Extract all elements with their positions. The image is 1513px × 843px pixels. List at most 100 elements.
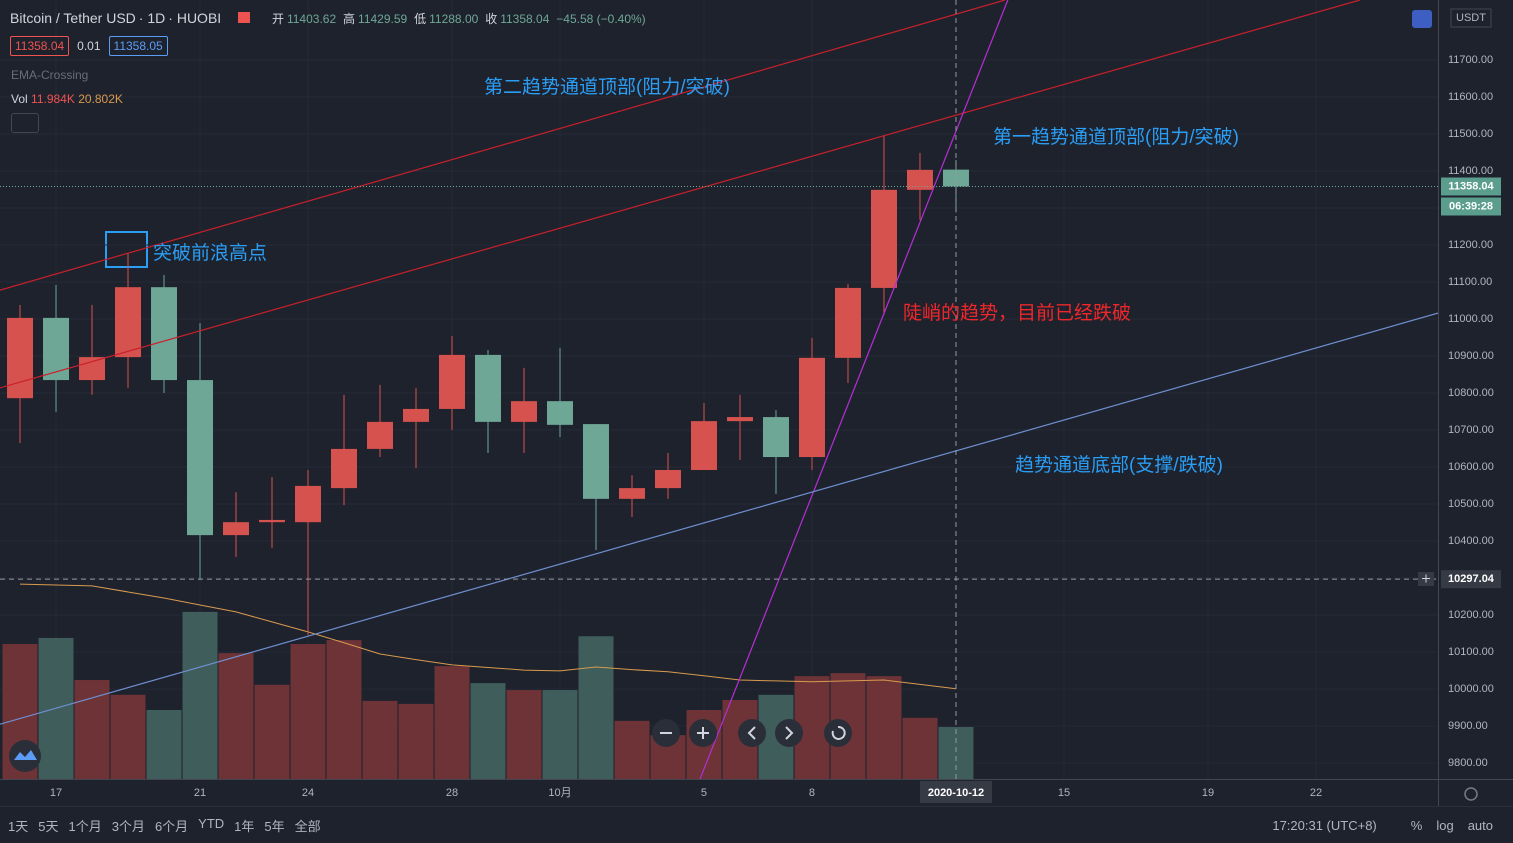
ohlc-value: 11288.00 bbox=[429, 12, 479, 26]
scale-option[interactable]: auto bbox=[1467, 818, 1493, 833]
x-tick-label: 2020-10-12 bbox=[928, 787, 984, 799]
indicator-name: EMA-Crossing bbox=[11, 68, 89, 82]
quote: 11358.04 0.01 11358.05 bbox=[10, 36, 168, 56]
range-button[interactable]: YTD bbox=[198, 816, 225, 831]
annotation: 陡峭的趋势，目前已经跌破 bbox=[903, 303, 1132, 324]
nav-buttons[interactable] bbox=[652, 719, 852, 747]
x-tick-label: 17 bbox=[50, 787, 62, 799]
y-tick-label: 10700.00 bbox=[1448, 424, 1494, 436]
volume-bar bbox=[254, 684, 290, 779]
range-button[interactable]: 1年 bbox=[234, 819, 255, 834]
candle-body bbox=[582, 424, 609, 499]
range-button[interactable]: 5天 bbox=[38, 819, 59, 834]
y-tick-label: 9900.00 bbox=[1448, 720, 1488, 732]
volume-bar bbox=[146, 709, 182, 779]
scroll-right[interactable] bbox=[775, 719, 803, 747]
y-tick-label: 11400.00 bbox=[1448, 165, 1493, 177]
ranges: 1天 5天 1个月 3个月 6个月 YTD 1年 5年 全部 bbox=[8, 816, 321, 835]
y-tick-label: 10900.00 bbox=[1448, 350, 1494, 362]
annotation: 突破前浪高点 bbox=[153, 243, 268, 264]
x-tick-label: 5 bbox=[701, 787, 707, 799]
volume-label: Vol bbox=[11, 92, 28, 106]
price-tag-label: 11358.04 bbox=[1448, 180, 1494, 192]
volume-bar bbox=[362, 700, 398, 779]
logo[interactable] bbox=[9, 740, 41, 772]
volume-bar bbox=[74, 680, 110, 779]
legend: Bitcoin / Tether USD · 1D · HUOBI 开 11403.6… bbox=[10, 10, 646, 26]
ohlc-value: 11403.62 bbox=[286, 12, 337, 26]
y-tick-label: 11500.00 bbox=[1448, 128, 1493, 140]
candle-body bbox=[618, 488, 645, 499]
x-tick-label: 19 bbox=[1202, 787, 1214, 799]
scale-option[interactable]: log bbox=[1436, 818, 1454, 833]
candle-body bbox=[367, 421, 394, 449]
volume-bar bbox=[398, 703, 434, 779]
x-tick-label: 22 bbox=[1310, 787, 1322, 799]
change: −45.58 (−0.40%) bbox=[556, 12, 646, 26]
bid[interactable]: 11358.04 bbox=[10, 36, 70, 56]
crosshair-label: 10297.04 bbox=[1448, 573, 1495, 585]
options: % log auto bbox=[1411, 818, 1493, 833]
x-tick-label: 28 bbox=[446, 787, 458, 799]
volume-bar bbox=[578, 636, 614, 779]
candle-body bbox=[906, 169, 933, 190]
range-button[interactable]: 5年 bbox=[264, 819, 285, 834]
candle-body bbox=[546, 401, 573, 425]
candle-body bbox=[187, 380, 214, 536]
logo-icon bbox=[14, 750, 37, 760]
volume-bar bbox=[938, 726, 974, 779]
range-button[interactable]: 1个月 bbox=[68, 819, 102, 834]
candle-body bbox=[510, 401, 537, 422]
countdown-tag bbox=[1441, 197, 1501, 216]
collapse-button[interactable] bbox=[11, 113, 39, 133]
countdown: 06:39:28 bbox=[1449, 200, 1493, 212]
crosshair-tag bbox=[1441, 570, 1501, 589]
x-tick-label: 24 bbox=[302, 787, 314, 799]
candle-body bbox=[79, 357, 106, 381]
volume-bar bbox=[506, 690, 542, 779]
interval: 1D bbox=[147, 10, 166, 26]
candle-body bbox=[223, 522, 250, 536]
settings[interactable] bbox=[1464, 787, 1478, 801]
candle-body bbox=[151, 287, 178, 381]
reset[interactable] bbox=[824, 719, 852, 747]
indicator: EMA-Crossing bbox=[11, 68, 88, 82]
range-button[interactable]: 6个月 bbox=[154, 819, 189, 834]
currency-box bbox=[1450, 8, 1492, 28]
candle-body bbox=[834, 287, 861, 358]
volume-bar bbox=[110, 694, 146, 779]
range-button[interactable]: 1天 bbox=[8, 819, 29, 834]
clock: 17:20:31 (UTC+8) bbox=[1272, 818, 1377, 833]
candle-body bbox=[259, 519, 286, 523]
volume-bar bbox=[902, 717, 938, 779]
range-button[interactable]: 全部 bbox=[294, 819, 321, 834]
volume-bar bbox=[326, 640, 362, 779]
volume-bar bbox=[290, 644, 326, 779]
trendline bbox=[0, 0, 1006, 291]
y-tick-label: 10000.00 bbox=[1448, 683, 1494, 695]
candle-body bbox=[295, 485, 322, 523]
volume-bar bbox=[182, 611, 218, 779]
candle-body bbox=[331, 448, 358, 489]
highlight-box bbox=[105, 231, 148, 268]
candle-body bbox=[7, 317, 34, 399]
y-tick-label: 10200.00 bbox=[1448, 609, 1494, 621]
y-tick-label: 10600.00 bbox=[1448, 461, 1494, 473]
compare-button[interactable] bbox=[1412, 10, 1432, 28]
candle-body bbox=[942, 169, 969, 187]
scroll-left[interactable] bbox=[738, 719, 766, 747]
candle-body bbox=[402, 408, 429, 422]
y-tick-label: 9800.00 bbox=[1448, 757, 1488, 769]
range-button[interactable]: 3个月 bbox=[111, 819, 145, 834]
exchange: HUOBI bbox=[176, 10, 222, 26]
ask[interactable]: 11358.05 bbox=[108, 36, 168, 56]
annotation: 第一趋势通道顶部(阻力/突破) bbox=[993, 127, 1239, 148]
flag[interactable] bbox=[238, 12, 251, 23]
scale-option[interactable]: % bbox=[1410, 818, 1423, 833]
bottom-toolbar: 1天 5天 1个月 3个月 6个月 YTD 1年 5年 全部 17:20:31 (UTC+8) … bbox=[0, 806, 1513, 843]
ohlc-label: 开 bbox=[271, 12, 284, 26]
volume-bar bbox=[218, 653, 254, 779]
y-tick-label: 10500.00 bbox=[1448, 498, 1494, 510]
volume-legend: Vol 11.984K 20.802K bbox=[11, 92, 123, 106]
